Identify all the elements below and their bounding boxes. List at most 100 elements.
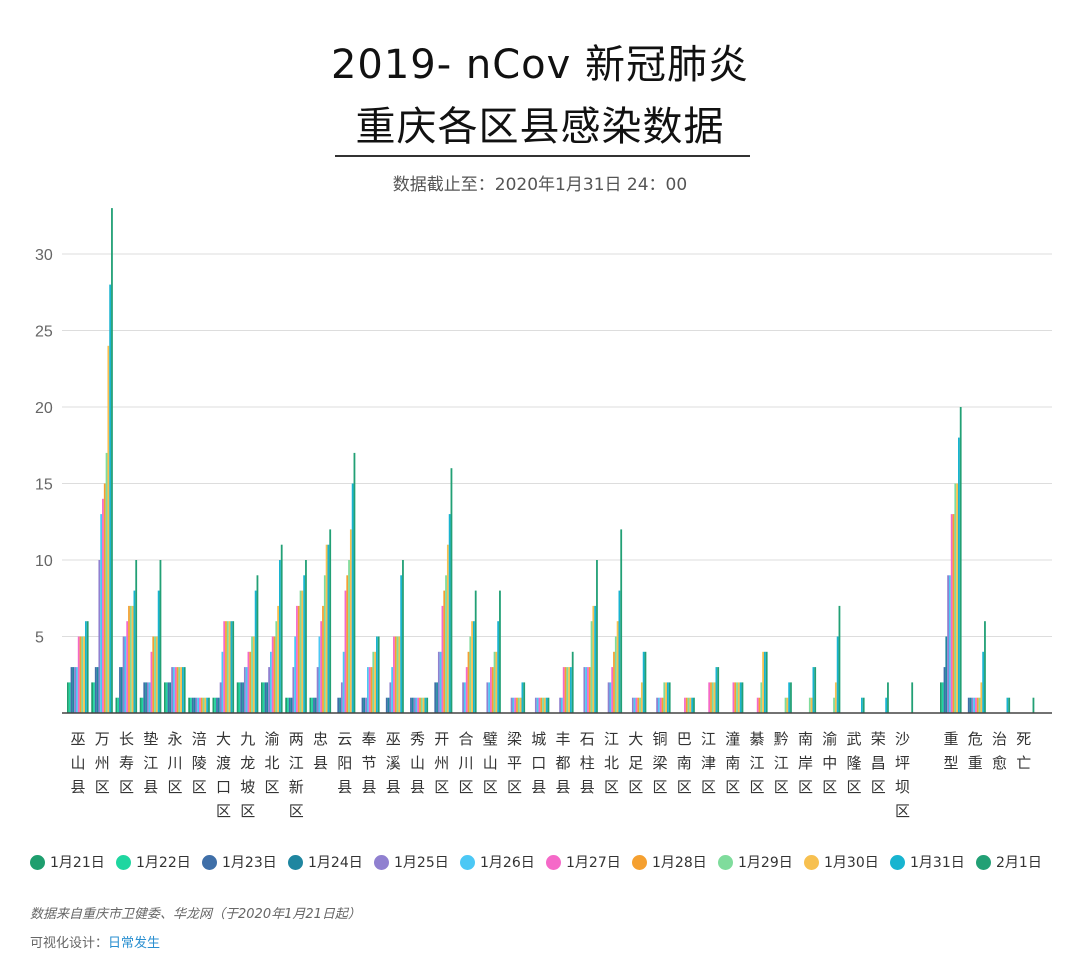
- designer-link[interactable]: 日常发生: [108, 936, 161, 951]
- bar: [711, 682, 714, 713]
- legend-swatch: [116, 854, 131, 870]
- bar: [420, 697, 423, 713]
- bar: [376, 636, 378, 713]
- bar: [413, 697, 416, 713]
- y-tick-label: 10: [35, 553, 53, 570]
- bar: [566, 667, 569, 713]
- bar: [368, 667, 371, 713]
- bar: [171, 667, 173, 713]
- bar: [543, 697, 546, 713]
- bar: [200, 697, 203, 713]
- x-tick-label: 秀山县: [409, 730, 425, 796]
- bar: [204, 697, 207, 713]
- bar: [693, 697, 695, 713]
- bar: [810, 697, 813, 713]
- x-tick-label: 长寿区: [118, 730, 134, 796]
- bar: [202, 697, 205, 713]
- legend-swatch: [374, 854, 389, 870]
- bar: [391, 667, 394, 713]
- bar: [434, 682, 437, 713]
- legend-item: 1月30日: [804, 852, 890, 872]
- bar: [838, 605, 841, 713]
- x-tick-label: 奉节县: [361, 730, 377, 796]
- bar: [976, 697, 979, 713]
- bar: [79, 636, 82, 713]
- bar: [146, 682, 149, 713]
- bar: [1008, 697, 1011, 713]
- legend-swatch: [460, 854, 475, 870]
- bar: [264, 682, 267, 713]
- bar: [322, 605, 324, 713]
- bar: [495, 651, 498, 713]
- bar: [155, 636, 158, 713]
- x-tick-label: 万州区: [94, 730, 110, 796]
- bar: [120, 667, 123, 713]
- bar: [72, 667, 75, 713]
- bar: [323, 575, 326, 713]
- legend-item: 1月29日: [718, 852, 804, 872]
- bar: [342, 651, 345, 713]
- bar: [940, 682, 942, 713]
- bar: [107, 345, 110, 713]
- bar: [568, 667, 570, 713]
- legend-label: 1月21日: [50, 855, 105, 871]
- bar: [611, 667, 614, 713]
- bar: [437, 651, 440, 713]
- bar: [609, 682, 612, 713]
- bar: [639, 697, 641, 713]
- bar: [833, 697, 835, 713]
- bar: [223, 621, 226, 713]
- title-underline: [335, 155, 750, 157]
- bar: [790, 682, 792, 713]
- x-tick-label: 璧山区: [482, 730, 498, 796]
- bar: [717, 667, 720, 713]
- bar: [474, 590, 477, 713]
- bar: [788, 682, 791, 713]
- bar: [497, 621, 500, 713]
- y-tick-label: 15: [35, 477, 53, 494]
- legend-label: 1月29日: [738, 855, 793, 871]
- x-tick-label: 忠县: [312, 730, 328, 772]
- y-tick-label: 25: [35, 324, 53, 341]
- bar: [644, 651, 647, 713]
- bar: [339, 697, 341, 713]
- bar: [640, 682, 643, 713]
- x-tick-label: 沙坪坝区: [894, 730, 910, 820]
- bar: [493, 651, 496, 713]
- bar: [661, 697, 664, 713]
- design-label: 可视化设计：: [30, 936, 109, 951]
- bar: [129, 605, 132, 713]
- bar: [519, 697, 522, 713]
- bar: [214, 697, 217, 713]
- bar: [958, 437, 960, 713]
- bar: [967, 697, 970, 713]
- bar: [975, 697, 977, 713]
- bar: [620, 529, 623, 713]
- bar: [143, 682, 146, 713]
- bar: [564, 667, 567, 713]
- bar: [152, 636, 155, 713]
- title-line-2: 重庆各区县感染数据: [355, 104, 725, 150]
- bar: [760, 682, 763, 713]
- bar: [303, 575, 306, 713]
- bar: [131, 605, 134, 713]
- bar: [208, 697, 210, 713]
- y-tick-label: 30: [35, 247, 53, 264]
- bar: [465, 667, 468, 713]
- bar: [81, 636, 84, 713]
- bar: [385, 697, 388, 713]
- bar: [256, 575, 259, 713]
- bar: [167, 682, 170, 713]
- bar: [587, 667, 589, 713]
- x-tick-label: 巫溪县: [385, 730, 401, 796]
- bar: [784, 697, 787, 713]
- bar: [590, 621, 593, 713]
- bar: [448, 514, 451, 713]
- bar: [262, 682, 265, 713]
- x-tick-label: 大渡口区: [215, 730, 231, 820]
- x-tick-label: 黔江区: [773, 730, 789, 796]
- bar: [389, 682, 392, 713]
- bar: [668, 682, 671, 713]
- bar: [607, 682, 610, 713]
